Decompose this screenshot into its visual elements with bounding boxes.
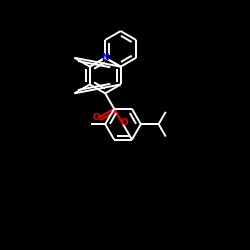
Text: N: N bbox=[102, 53, 109, 62]
Text: O: O bbox=[120, 118, 128, 128]
Text: O: O bbox=[92, 113, 100, 122]
